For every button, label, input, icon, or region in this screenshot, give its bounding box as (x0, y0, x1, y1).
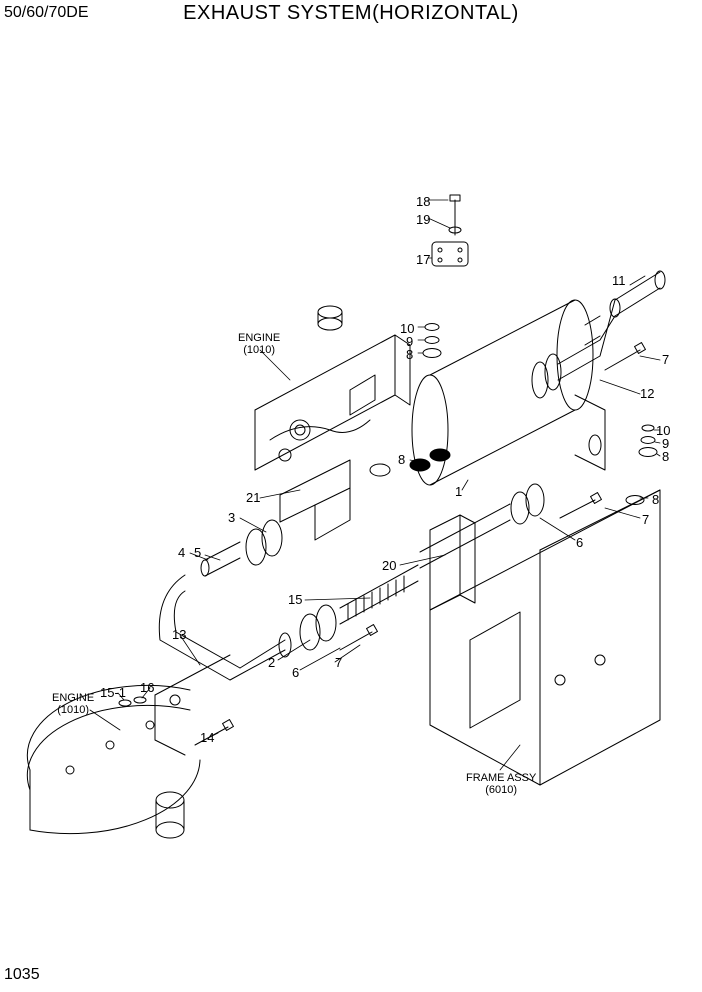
fastener-stack-top (423, 324, 441, 358)
callout-17: 17 (416, 252, 430, 267)
tail-pipe (532, 271, 665, 398)
callout-8b: 8 (662, 449, 669, 464)
callout-8a: 8 (406, 347, 413, 362)
cover-plate (432, 195, 468, 266)
frame-assy (430, 490, 660, 785)
callout-6a: 6 (576, 535, 583, 550)
ref-engine-left: ENGINE (1010) (52, 692, 94, 716)
callout-10b: 10 (656, 423, 670, 438)
callout-8d: 8 (398, 452, 405, 467)
callout-3: 3 (228, 510, 235, 525)
ref-frame-assy: FRAME ASSY (6010) (466, 772, 536, 796)
callout-10a: 10 (400, 321, 414, 336)
ref-engine-top-line1: ENGINE (238, 332, 280, 344)
ref-engine-left-line1: ENGINE (52, 692, 94, 704)
callout-1: 1 (455, 484, 462, 499)
callout-15-1: 15-1 (100, 685, 126, 700)
callout-7a: 7 (662, 352, 669, 367)
callout-18: 18 (416, 194, 430, 209)
ref-engine-left-line2: (1010) (57, 704, 89, 716)
ref-frame-assy-line1: FRAME ASSY (466, 772, 536, 784)
callout-5: 5 (194, 545, 201, 560)
callout-12: 12 (640, 386, 654, 401)
ref-frame-assy-line2: (6010) (485, 784, 517, 796)
callout-21: 21 (246, 490, 260, 505)
ref-engine-top: ENGINE (1010) (238, 332, 280, 356)
callout-15: 15 (288, 592, 302, 607)
muffler-inlet-flange (511, 484, 644, 524)
center-pipe (300, 504, 510, 650)
callout-2: 2 (268, 655, 275, 670)
callout-20: 20 (382, 558, 396, 573)
callout-7b: 7 (642, 512, 649, 527)
exhaust-diagram (0, 0, 702, 992)
callout-13: 13 (172, 627, 186, 642)
callout-6b: 6 (292, 665, 299, 680)
callout-7c: 7 (335, 655, 342, 670)
ref-engine-top-line2: (1010) (243, 344, 275, 356)
callout-14: 14 (200, 730, 214, 745)
callout-8c: 8 (652, 492, 659, 507)
page: 50/60/70DE EXHAUST SYSTEM(HORIZONTAL) 10… (0, 0, 702, 992)
heat-shield (280, 460, 350, 540)
callout-16: 16 (140, 680, 154, 695)
callout-9a: 9 (406, 334, 413, 349)
callout-9b: 9 (662, 436, 669, 451)
callout-11: 11 (612, 273, 626, 288)
diagram-svg (0, 0, 702, 992)
callout-4: 4 (178, 545, 185, 560)
callout-19: 19 (416, 212, 430, 227)
stay-bracket (119, 655, 233, 755)
